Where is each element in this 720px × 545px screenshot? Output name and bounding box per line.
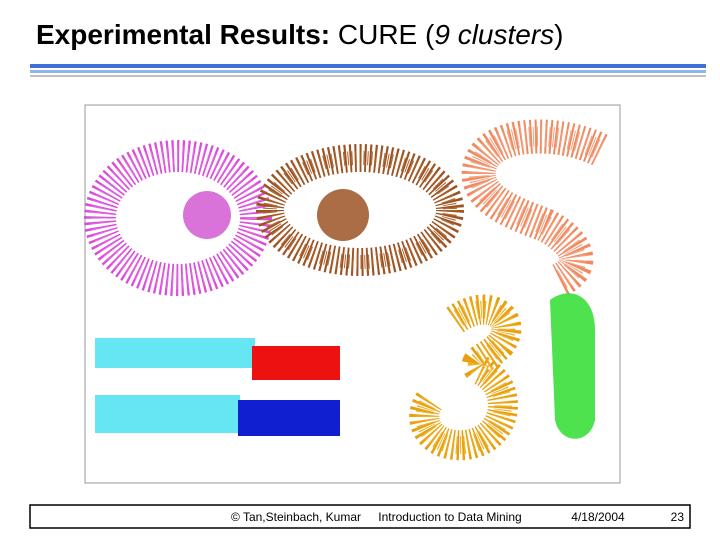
cluster	[183, 191, 231, 239]
cluster	[238, 400, 340, 436]
cluster	[252, 346, 340, 380]
title-close: )	[554, 19, 563, 50]
title-rule	[30, 64, 706, 68]
title-italic: 9 clusters	[434, 19, 554, 50]
cluster	[91, 147, 265, 289]
cluster	[95, 338, 255, 368]
footer-course: Introduction to Data Mining	[378, 510, 521, 524]
title-bold: Experimental Results:	[36, 19, 330, 50]
title-rule	[30, 75, 706, 77]
cluster-plot	[84, 104, 621, 484]
cluster	[550, 293, 595, 439]
title-plain: CURE (	[338, 19, 435, 50]
footer-box	[29, 504, 691, 529]
cluster	[317, 189, 369, 241]
footer-copyright: © Tan,Steinbach, Kumar	[231, 510, 361, 524]
footer-date: 4/18/2004	[571, 510, 625, 524]
cluster	[263, 151, 457, 269]
cluster	[461, 119, 608, 296]
cluster	[95, 395, 240, 433]
footer-page: 23	[671, 510, 685, 524]
title-rule	[30, 70, 706, 73]
cluster	[409, 294, 522, 461]
slide-title: Experimental Results: CURE (9 clusters)	[36, 19, 564, 50]
